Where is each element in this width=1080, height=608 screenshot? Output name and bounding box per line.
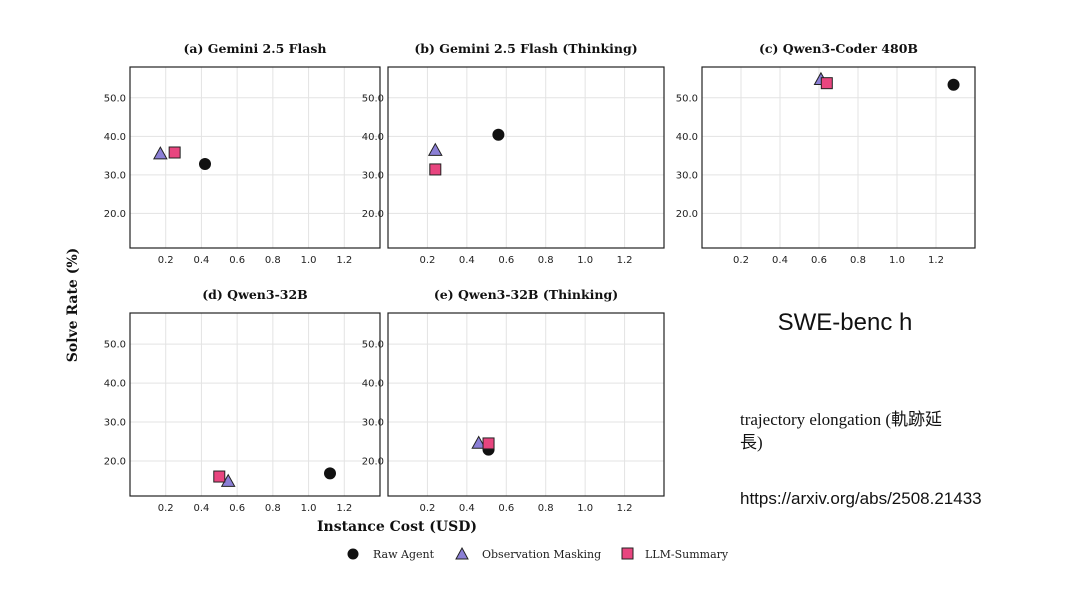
- x-tick-label: 1.0: [301, 503, 317, 514]
- panel-e: 0.2 0.4 0.6 0.8 1.0 1.2 20.0 30.0 40.0 50.0 (e) Qw…: [362, 287, 665, 514]
- x-tick-label: 1.2: [336, 255, 352, 266]
- x-tick-label: 0.4: [459, 503, 475, 514]
- y-axis-label: Solve Rate (%): [65, 248, 81, 363]
- x-tick-label: 0.8: [850, 255, 866, 266]
- point-raw-agent: [199, 158, 211, 171]
- x-tick-label: 0.4: [193, 503, 209, 514]
- x-axis-label: Instance Cost (USD): [317, 519, 477, 535]
- y-tick-label: 20.0: [104, 209, 126, 220]
- x-tick-label: 0.2: [158, 255, 174, 266]
- x-tick-label: 0.8: [265, 503, 281, 514]
- panel-b: 0.2 0.4 0.6 0.8 1.0 1.2 20.0 30.0 40.0 50.0 (b) Ge…: [362, 41, 665, 266]
- panel-title: (d) Qwen3-32B: [202, 287, 307, 302]
- y-tick-label: 40.0: [362, 132, 384, 143]
- panel-d: 0.2 0.4 0.6 0.8 1.0 1.2 20.0 30.0 40.0 50.0 (d) Qw…: [104, 287, 381, 514]
- x-tick-label: 0.6: [811, 255, 827, 266]
- x-tick-label: 0.6: [229, 503, 245, 514]
- y-tick-label: 30.0: [104, 170, 126, 181]
- x-tick-label: 0.2: [158, 503, 174, 514]
- point-llm-summary: [168, 146, 181, 159]
- y-tick-label: 50.0: [104, 340, 126, 351]
- panel-c: 0.2 0.4 0.6 0.8 1.0 1.2 20.0 30.0 40.0 50.0 (c) Qw…: [676, 41, 976, 266]
- y-tick-label: 40.0: [104, 132, 126, 143]
- plot-frame: [129, 312, 381, 497]
- x-tick-label: 0.8: [265, 255, 281, 266]
- plot-frame: [387, 66, 665, 249]
- benchmark-title: SWE-benc h: [777, 309, 913, 336]
- point-raw-agent: [492, 128, 505, 141]
- legend-label-llm-summary: LLM-Summary: [645, 548, 729, 561]
- y-tick-label: 40.0: [362, 379, 384, 390]
- chart-panels: 0.2 0.4 0.6 0.8 1.0 1.2 20.0 30.0 40.0 50.0 (a) Ge…: [104, 41, 976, 514]
- y-tick-label: 30.0: [676, 170, 698, 181]
- x-tick-label: 0.2: [419, 503, 435, 514]
- x-tick-label: 0.8: [538, 503, 554, 514]
- point-raw-agent: [947, 78, 960, 91]
- x-tick-label: 0.4: [459, 255, 475, 266]
- y-tick-label: 30.0: [104, 418, 126, 429]
- point-llm-summary: [213, 470, 226, 483]
- legend-marker-llm-summary: [621, 547, 634, 560]
- y-tick-label: 20.0: [362, 456, 384, 467]
- plot-frame: [701, 66, 976, 249]
- y-tick-label: 40.0: [676, 132, 698, 143]
- panel-title: (e) Qwen3-32B (Thinking): [434, 287, 618, 302]
- point-llm-summary: [820, 77, 833, 90]
- x-tick-label: 0.6: [498, 503, 514, 514]
- point-observation-masking: [153, 146, 168, 160]
- x-tick-label: 0.2: [733, 255, 749, 266]
- x-tick-label: 0.6: [498, 255, 514, 266]
- y-tick-label: 50.0: [362, 340, 384, 351]
- legend-marker-raw-agent: [347, 548, 359, 560]
- x-tick-label: 0.6: [229, 255, 245, 266]
- y-tick-label: 30.0: [362, 418, 384, 429]
- x-tick-label: 1.2: [336, 503, 352, 514]
- y-tick-label: 20.0: [104, 456, 126, 467]
- y-tick-label: 50.0: [104, 93, 126, 104]
- point-llm-summary: [429, 163, 442, 176]
- plot-frame: [387, 312, 665, 497]
- y-tick-label: 20.0: [676, 209, 698, 220]
- plot-frame: [129, 66, 381, 249]
- x-tick-label: 0.4: [772, 255, 788, 266]
- legend-label-raw-agent: Raw Agent: [373, 548, 435, 561]
- x-tick-label: 1.0: [301, 255, 317, 266]
- source-url: https://arxiv.org/abs/2508.21433: [740, 489, 982, 508]
- annotation-note: trajectory elongation (軌跡延長): [740, 410, 943, 452]
- x-tick-label: 0.8: [538, 255, 554, 266]
- point-observation-masking: [471, 435, 487, 449]
- x-tick-label: 1.2: [617, 255, 633, 266]
- panel-title: (b) Gemini 2.5 Flash (Thinking): [414, 41, 637, 56]
- x-tick-label: 0.2: [419, 255, 435, 266]
- point-raw-agent: [324, 467, 336, 480]
- legend-marker-observation-masking: [455, 546, 469, 560]
- x-tick-label: 0.4: [193, 255, 209, 266]
- x-tick-label: 1.2: [617, 503, 633, 514]
- y-tick-label: 50.0: [362, 93, 384, 104]
- y-tick-label: 40.0: [104, 379, 126, 390]
- x-tick-label: 1.0: [889, 255, 905, 266]
- x-tick-label: 1.2: [928, 255, 944, 266]
- y-tick-label: 50.0: [676, 93, 698, 104]
- x-tick-label: 1.0: [577, 503, 593, 514]
- point-llm-summary: [482, 437, 495, 450]
- legend: Raw Agent Observation Masking LLM-Summar…: [347, 546, 729, 561]
- panel-title: (a) Gemini 2.5 Flash: [183, 41, 326, 56]
- legend-label-observation-masking: Observation Masking: [482, 548, 601, 561]
- panel-title: (c) Qwen3-Coder 480B: [759, 41, 918, 56]
- y-tick-label: 30.0: [362, 170, 384, 181]
- panel-a: 0.2 0.4 0.6 0.8 1.0 1.2 20.0 30.0 40.0 50.0 (a) Ge…: [104, 41, 381, 266]
- x-tick-label: 1.0: [577, 255, 593, 266]
- point-observation-masking: [427, 142, 443, 156]
- y-tick-label: 20.0: [362, 209, 384, 220]
